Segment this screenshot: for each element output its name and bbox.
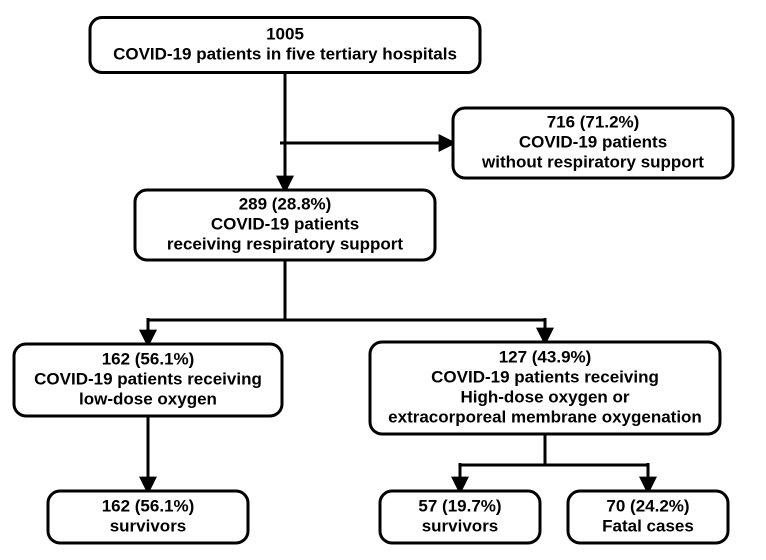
node-text-line: 70 (24.2%): [606, 496, 689, 515]
node-text-line: COVID-19 patients receiving: [34, 369, 262, 388]
flow-node-surv2: 57 (19.7%)survivors: [380, 491, 540, 543]
node-text-line: 162 (56.1%): [102, 496, 195, 515]
flow-node-root: 1005COVID-19 patients in five tertiary h…: [90, 18, 480, 73]
flow-node-no_rs: 716 (71.2%)COVID-19 patientswithout resp…: [453, 108, 733, 178]
node-text-line: without respiratory support: [481, 152, 704, 171]
flow-node-low: 162 (56.1%)COVID-19 patients receivinglo…: [14, 344, 282, 416]
node-text-line: survivors: [110, 516, 187, 535]
node-text-line: receiving respiratory support: [167, 234, 404, 253]
flow-node-surv1: 162 (56.1%)survivors: [48, 491, 248, 543]
node-text-line: 57 (19.7%): [418, 496, 501, 515]
node-text-line: COVID-19 patients receiving: [431, 367, 659, 386]
node-text-line: 1005: [266, 24, 304, 43]
node-text-line: High-dose oxygen or: [460, 387, 629, 406]
node-text-line: COVID-19 patients: [211, 214, 359, 233]
flow-node-rs: 289 (28.8%)COVID-19 patientsreceiving re…: [135, 190, 435, 260]
node-text-line: 162 (56.1%): [102, 349, 195, 368]
flow-node-fatal: 70 (24.2%)Fatal cases: [568, 491, 728, 543]
flow-node-high: 127 (43.9%)COVID-19 patients receivingHi…: [370, 342, 720, 434]
node-text-line: extracorporeal membrane oxygenation: [388, 407, 702, 426]
node-text-line: COVID-19 patients in five tertiary hospi…: [113, 44, 457, 63]
node-text-line: 127 (43.9%): [499, 347, 592, 366]
node-text-line: 289 (28.8%): [239, 194, 332, 213]
node-text-line: 716 (71.2%): [547, 112, 640, 131]
node-text-line: Fatal cases: [602, 516, 694, 535]
node-text-line: survivors: [422, 516, 499, 535]
node-text-line: low-dose oxygen: [79, 389, 217, 408]
node-text-line: COVID-19 patients: [519, 132, 667, 151]
